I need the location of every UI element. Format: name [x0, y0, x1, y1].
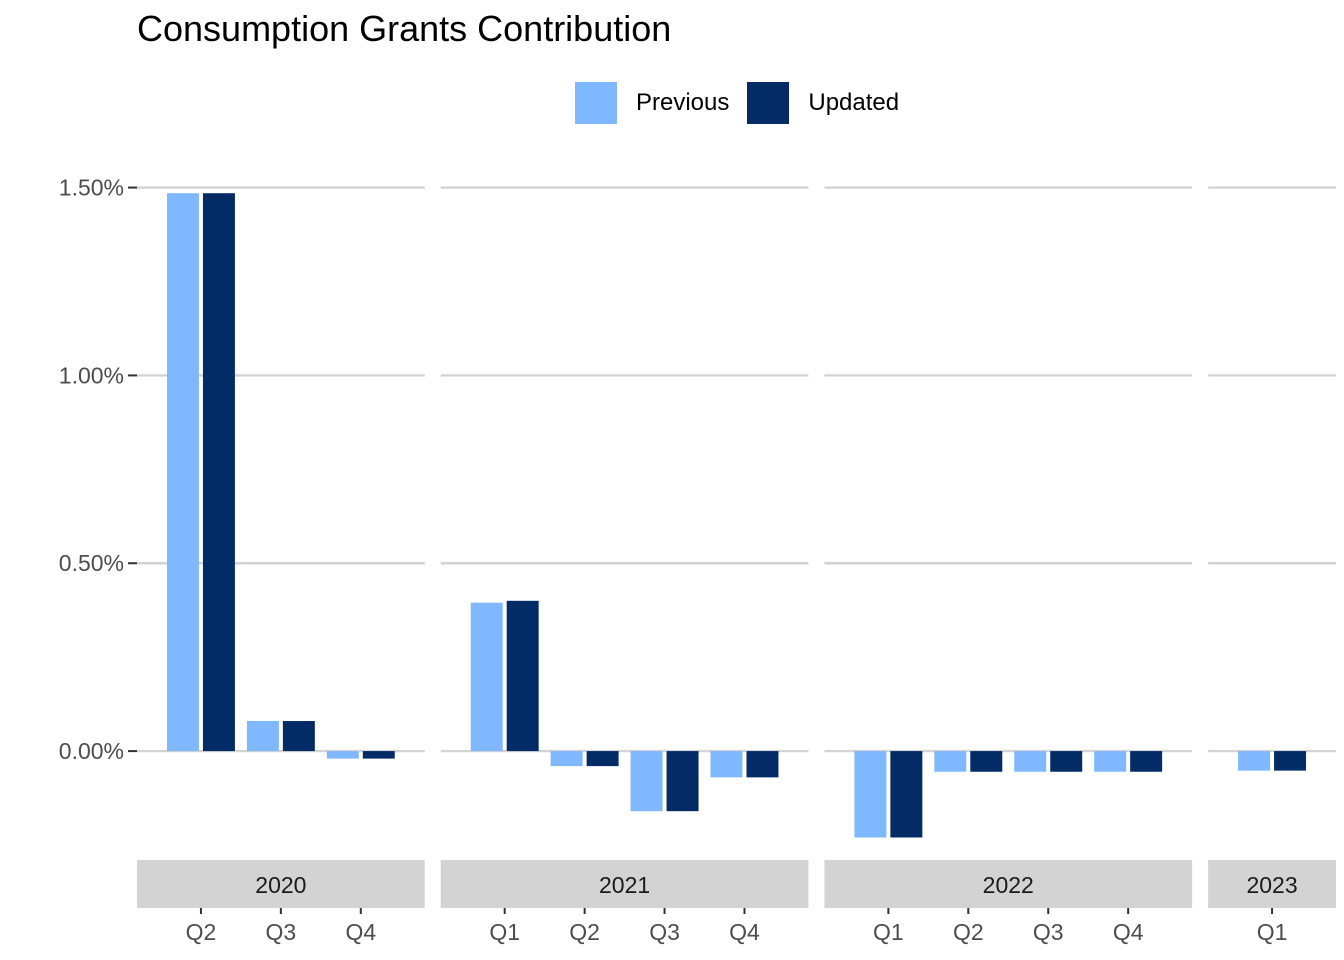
bar-previous	[326, 751, 359, 759]
bar-updated	[1130, 751, 1163, 772]
facet-label: 2022	[983, 872, 1034, 898]
x-tick-label: Q4	[729, 919, 760, 945]
bar-updated	[506, 600, 539, 752]
x-tick-label: Q1	[873, 919, 904, 945]
bar-previous	[1094, 751, 1127, 772]
bar-previous	[854, 751, 887, 838]
facet-strip	[824, 860, 1193, 908]
bar-updated	[1274, 751, 1307, 771]
bar-previous	[166, 193, 199, 752]
x-tick-label: Q2	[186, 919, 217, 945]
facet-strip	[440, 860, 809, 908]
bar-updated	[1050, 751, 1083, 772]
x-tick-label: Q3	[1033, 919, 1064, 945]
bar-previous	[1238, 751, 1271, 771]
y-tick-label: 0.50%	[59, 550, 124, 576]
y-tick-label: 1.00%	[59, 362, 124, 388]
bar-updated	[586, 751, 619, 767]
legend-label-previous: Previous	[636, 89, 730, 116]
bar-previous	[630, 751, 663, 812]
legend-item-previous: Previous	[575, 82, 729, 124]
bar-previous	[246, 721, 279, 752]
facet-label: 2021	[599, 872, 650, 898]
facet-label: 2020	[255, 872, 306, 898]
bar-updated	[746, 751, 779, 778]
legend: Previous Updated	[575, 82, 917, 124]
x-tick-label: Q2	[569, 919, 600, 945]
legend-item-updated: Updated	[747, 82, 899, 124]
facet-strip	[1208, 860, 1336, 908]
bar-previous	[710, 751, 743, 778]
legend-swatch-updated	[747, 82, 790, 124]
bar-updated	[890, 751, 923, 838]
y-tick-label: 0.00%	[59, 738, 124, 764]
x-tick-label: Q4	[345, 919, 376, 945]
x-tick-label: Q3	[649, 919, 680, 945]
bar-updated	[666, 751, 699, 812]
x-tick-label: Q3	[266, 919, 297, 945]
bar-updated	[282, 721, 315, 752]
bar-updated	[362, 751, 395, 759]
y-tick-label: 1.50%	[59, 175, 124, 201]
bar-previous	[934, 751, 967, 772]
x-tick-label: Q2	[953, 919, 984, 945]
x-tick-label: Q1	[1257, 919, 1288, 945]
x-tick-label: Q1	[489, 919, 520, 945]
bar-previous	[470, 602, 503, 752]
x-tick-label: Q4	[1113, 919, 1144, 945]
legend-label-updated: Updated	[808, 89, 900, 116]
facet-label: 2023	[1246, 872, 1297, 898]
bar-previous	[1014, 751, 1047, 772]
chart-title: Consumption Grants Contribution	[137, 8, 672, 49]
legend-swatch-previous	[575, 82, 617, 124]
bar-updated	[202, 193, 235, 752]
bar-previous	[550, 751, 583, 767]
bar-updated	[970, 751, 1003, 772]
facet-strip	[137, 860, 425, 908]
